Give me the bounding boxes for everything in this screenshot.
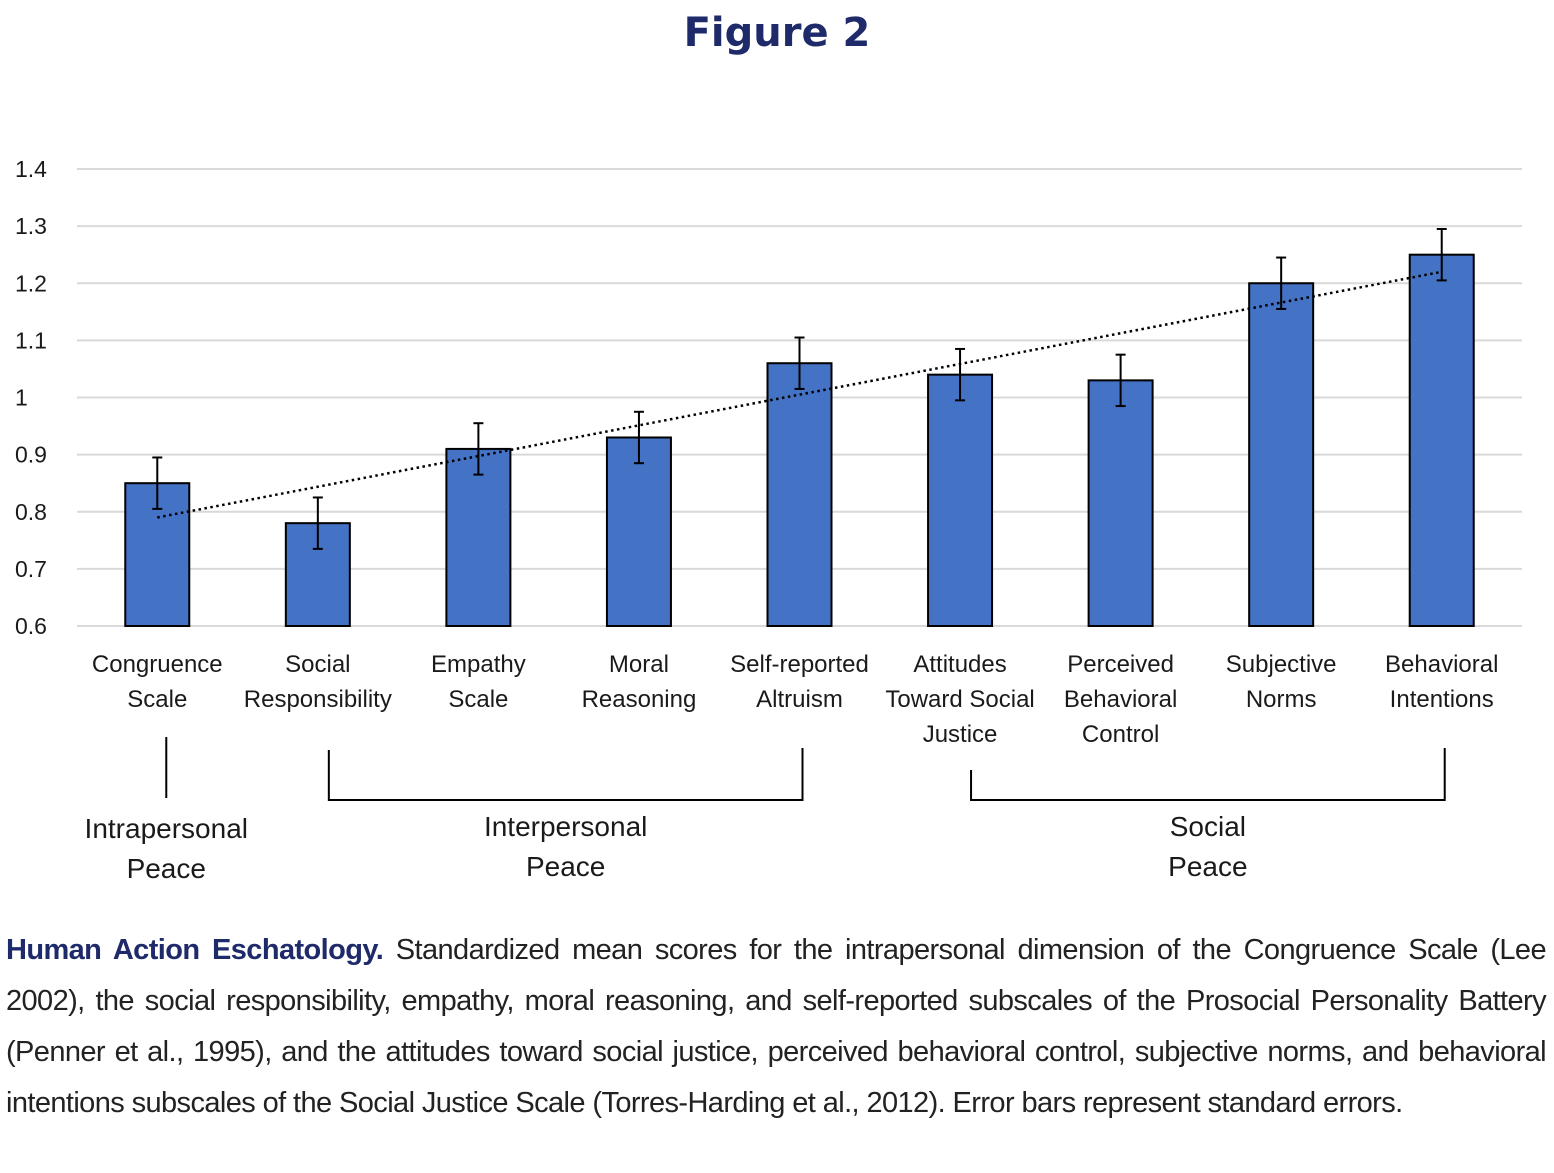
x-tick-label: Empathy Scale — [431, 651, 526, 713]
group-label: Intrapersonal Peace — [85, 813, 248, 884]
y-tick-label: 1.1 — [15, 327, 47, 353]
group-brackets: Intrapersonal Peace Interpersonal Peace Soci… — [85, 737, 1446, 884]
x-axis-labels: Congruence Scale Social Responsibility Empat… — [92, 651, 1499, 748]
x-tick-label: Perceived Behavioral Control — [1064, 651, 1177, 748]
y-tick-label: 1.4 — [15, 156, 47, 182]
y-tick-label: 1 — [15, 385, 28, 411]
x-tick-label: Congruence Scale — [92, 651, 223, 713]
y-tick-label: 0.9 — [15, 442, 47, 468]
bar — [927, 373, 994, 627]
bars — [124, 253, 1475, 627]
x-tick-label: Moral Reasoning — [582, 651, 697, 713]
y-axis-ticks: 0.6 0.7 0.8 0.9 1 1.1 1.2 1.3 1.4 — [15, 156, 47, 639]
caption-heading: Human Action Eschatology. — [6, 934, 384, 966]
group-bracket — [970, 748, 1446, 801]
trendline-path — [157, 270, 1442, 519]
bar — [605, 436, 672, 627]
group-bracket — [327, 748, 804, 801]
error-bars — [152, 227, 1447, 550]
x-tick-label: Social Responsibility — [244, 651, 392, 713]
figure-caption: Human Action Eschatology. Standardized m… — [6, 925, 1547, 1129]
y-tick-label: 0.8 — [15, 499, 47, 525]
group-label: Interpersonal Peace — [484, 811, 647, 882]
y-tick-label: 0.6 — [15, 613, 47, 639]
x-tick-label: Attitudes Toward Social Justice — [885, 651, 1034, 748]
bar — [1248, 282, 1315, 627]
y-tick-label: 0.7 — [15, 556, 47, 582]
x-tick-label: Subjective Norms — [1226, 651, 1337, 713]
x-tick-label: Self-reported Altruism — [730, 651, 869, 713]
bar — [1087, 379, 1154, 627]
figure-title: Figure 2 — [683, 10, 871, 56]
bar — [1408, 253, 1475, 627]
group-label: Social Peace — [1168, 811, 1247, 882]
y-tick-label: 1.3 — [15, 213, 47, 239]
bar — [766, 362, 833, 627]
bar-chart: 0.6 0.7 0.8 0.9 1 1.1 1.2 1.3 1.4 Congruence Scal… — [15, 156, 1522, 884]
caption-text: Standardized mean scores for the intrape… — [6, 934, 1547, 1119]
x-tick-label: Behavioral Intentions — [1385, 651, 1498, 713]
y-tick-label: 1.2 — [15, 270, 47, 296]
trendline — [157, 270, 1442, 519]
